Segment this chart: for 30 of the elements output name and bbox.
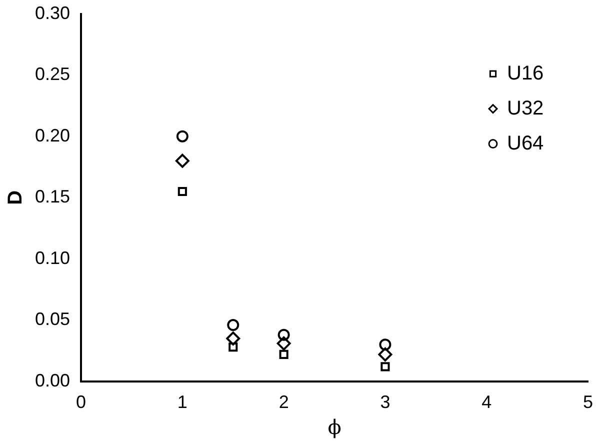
x-tick-label: 2	[278, 392, 289, 412]
y-tick-label: 0.00	[34, 370, 70, 390]
point	[379, 338, 392, 351]
point	[278, 328, 290, 341]
x-tick-label: 5	[582, 392, 593, 412]
point	[279, 350, 288, 359]
x-axis-title: ϕ	[328, 415, 342, 440]
x-tick-label: 4	[482, 392, 492, 412]
y-tick-label: 0.20	[34, 125, 70, 146]
x-tick-label: 1	[177, 392, 188, 412]
legend-label: U16	[506, 62, 544, 84]
x-tick-label: 0	[76, 392, 86, 412]
y-tick-label: 0.30	[34, 2, 70, 23]
point	[176, 130, 188, 142]
point	[175, 154, 190, 168]
legend-label: U64	[506, 132, 544, 154]
point	[227, 319, 240, 332]
y-tick-label: 0.25	[34, 64, 70, 84]
x-tick-label: 3	[380, 392, 390, 412]
point	[378, 347, 392, 362]
y-tick-label: 0.05	[34, 309, 70, 330]
point	[226, 332, 240, 346]
point	[228, 342, 238, 352]
y-tick-label: 0.15	[34, 186, 70, 207]
y-axis-title: D	[4, 190, 27, 205]
legend-label: U32	[506, 97, 544, 120]
point	[276, 336, 291, 350]
point	[380, 362, 390, 372]
point	[178, 186, 187, 196]
y-tick-label: 0.10	[34, 248, 70, 268]
